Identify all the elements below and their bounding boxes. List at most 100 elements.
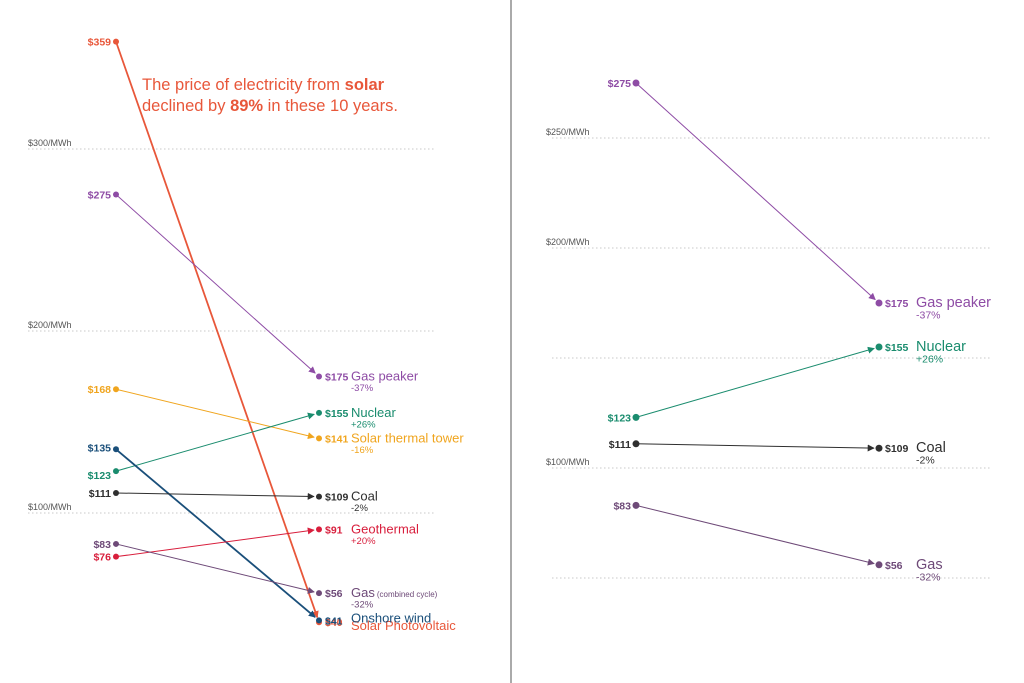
end-point-gas: [875, 561, 883, 569]
end-point-coal: [316, 493, 322, 500]
series-name-solar-thermal-tower: Solar thermal tower: [351, 430, 464, 445]
start-value-label-coal: $111: [609, 439, 631, 451]
annotation-line2-c: in these 10 years.: [263, 97, 398, 115]
start-value-label-coal: $111: [89, 488, 111, 500]
series-solar-photovoltaic: $359 $40 Solar Photovoltaic: [88, 37, 457, 634]
solar-annotation: The price of electricity from solar decl…: [142, 76, 398, 115]
end-value-label-gas: $56: [885, 560, 903, 572]
start-point-gas: [113, 540, 119, 547]
series-name-gas-peaker: Gas peaker: [916, 295, 991, 311]
end-point-geothermal: [316, 526, 322, 533]
gridline-label-300: $300/MWh: [28, 138, 72, 148]
slope-line-gas-peaker: [635, 82, 876, 301]
start-value-label-geothermal: $76: [93, 552, 111, 564]
series-coal: $111 $109 Coal-2%: [89, 488, 378, 514]
start-value-label-gas-peaker: $275: [608, 78, 632, 90]
end-point-coal: [875, 444, 883, 452]
series-solar-thermal-tower: $168 $141 Solar thermal tower-16%: [88, 384, 465, 456]
right-slope-chart: $250/MWh $200/MWh $100/MWh $275 $175 Gas peak…: [546, 78, 991, 583]
annotation-line2-b: 89%: [230, 97, 263, 115]
slope-line-nuclear: [635, 346, 875, 418]
end-value-label-nuclear: $155: [325, 408, 349, 420]
change-label-nuclear: +26%: [351, 419, 376, 430]
series-nuclear: $123 $155 Nuclear+26%: [608, 339, 966, 424]
end-value-label-coal: $109: [885, 443, 909, 455]
series-name-coal: Coal: [351, 489, 378, 504]
slope-line-coal: [115, 492, 315, 500]
series-name-geothermal: Geothermal: [351, 521, 419, 536]
change-label-geothermal: +20%: [351, 536, 376, 547]
end-value-label-gas: $56: [325, 588, 343, 600]
series-name-gas-peaker: Gas peaker: [351, 369, 419, 384]
series-name-gas: Gas: [916, 557, 943, 573]
slope-line-nuclear: [115, 412, 315, 472]
series-onshore-wind: $135 $41 Onshore wind: [88, 442, 432, 627]
slope-line-solar-thermal-tower: [115, 388, 315, 440]
end-value-label-geothermal: $91: [325, 524, 343, 536]
gridline-label-250: $250/MWh: [546, 127, 590, 137]
slope-line-solar-photovoltaic: [115, 41, 319, 619]
series-name-coal: Coal: [916, 440, 946, 456]
slope-line-gas: [115, 543, 315, 594]
start-value-label-solar-thermal-tower: $168: [88, 384, 112, 396]
series-name-suffix: (combined cycle): [377, 590, 438, 599]
gridline-label-100: $100/MWh: [28, 502, 72, 512]
end-value-label-gas-peaker: $175: [325, 372, 349, 384]
start-value-label-solar-photovoltaic: $359: [88, 37, 112, 49]
start-point-gas-peaker: [632, 79, 640, 87]
series-name-solar-photovoltaic: Solar Photovoltaic: [351, 618, 456, 633]
left-slope-chart: $300/MWh $200/MWh $100/MWh $359 $40 Solar Pho…: [28, 37, 465, 634]
start-point-gas-peaker: [113, 191, 119, 198]
end-point-gas-peaker: [875, 299, 883, 307]
gridline-label-100: $100/MWh: [546, 457, 590, 467]
end-point-gas-peaker: [316, 373, 322, 380]
start-point-coal: [113, 489, 119, 496]
change-label-gas-peaker: -37%: [351, 383, 374, 394]
end-value-label-solar-thermal-tower: $141: [325, 433, 349, 445]
slope-line-coal: [635, 443, 875, 452]
series-coal: $111 $109 Coal-2%: [609, 439, 946, 467]
annotation-line1-a: The price of electricity from: [142, 76, 345, 94]
start-point-geothermal: [113, 553, 119, 560]
slope-line-gas-peaker: [115, 194, 316, 374]
start-value-label-gas: $83: [613, 500, 631, 512]
end-value-label-gas-peaker: $175: [885, 298, 909, 310]
start-value-label-onshore-wind: $135: [88, 442, 112, 454]
series-geothermal: $76 $91 Geothermal+20%: [93, 521, 419, 563]
start-point-coal: [632, 440, 640, 448]
end-point-gas: [316, 590, 322, 597]
start-value-label-nuclear: $123: [608, 412, 632, 424]
end-value-label-onshore-wind: $41: [325, 615, 343, 627]
end-point-nuclear: [316, 409, 322, 416]
series-name-nuclear: Nuclear: [351, 405, 396, 420]
series-name-gas: Gas (combined cycle): [351, 585, 438, 600]
start-value-label-gas-peaker: $275: [88, 190, 112, 202]
change-label-coal: -2%: [351, 503, 368, 514]
change-label-gas-peaker: -37%: [916, 310, 941, 322]
slope-line-onshore-wind: [115, 448, 316, 618]
end-point-onshore-wind: [316, 617, 322, 624]
start-point-gas: [632, 501, 640, 509]
change-label-gas: -32%: [351, 600, 374, 611]
start-point-solar-photovoltaic: [113, 38, 119, 45]
start-point-nuclear: [632, 413, 640, 421]
series-gas: $83 $56 Gas-32%: [613, 500, 942, 583]
series-nuclear: $123 $155 Nuclear+26%: [88, 405, 397, 482]
change-label-nuclear: +26%: [916, 354, 943, 366]
start-point-onshore-wind: [113, 446, 119, 453]
series-name-onshore-wind: Onshore wind: [351, 610, 431, 625]
gridline-label-200: $200/MWh: [546, 237, 590, 247]
change-label-gas: -32%: [916, 571, 941, 583]
change-label-solar-thermal-tower: -16%: [351, 445, 374, 456]
end-value-label-nuclear: $155: [885, 342, 909, 354]
start-value-label-nuclear: $123: [88, 470, 112, 482]
slope-line-geothermal: [115, 527, 315, 558]
series-name-nuclear: Nuclear: [916, 339, 966, 355]
change-label-coal: -2%: [916, 455, 935, 467]
end-value-label-coal: $109: [325, 492, 349, 504]
gridline-label-200: $200/MWh: [28, 320, 72, 330]
annotation-line1-b: solar: [345, 76, 385, 94]
start-point-nuclear: [113, 468, 119, 475]
series-gas-peaker: $275 $175 Gas peaker-37%: [608, 78, 991, 322]
